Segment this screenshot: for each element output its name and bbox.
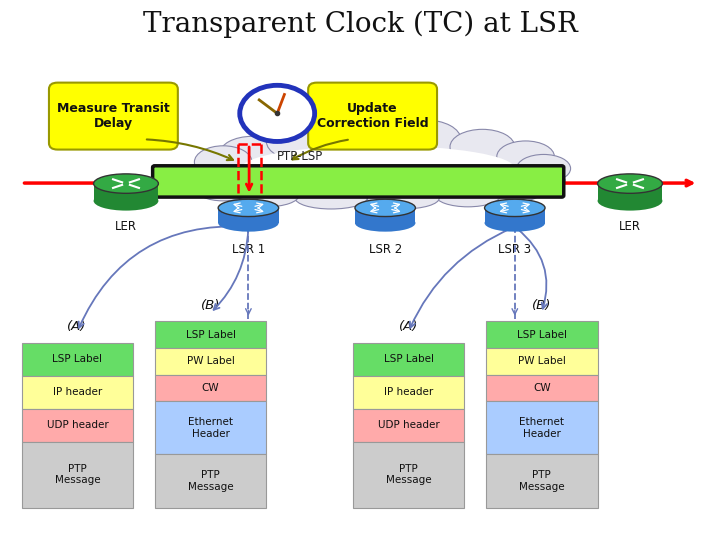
FancyBboxPatch shape [353, 376, 464, 409]
Ellipse shape [194, 146, 252, 178]
Ellipse shape [517, 154, 571, 183]
Ellipse shape [479, 178, 544, 202]
Text: LER: LER [115, 220, 137, 233]
Text: IP header: IP header [384, 387, 433, 397]
Text: PW Label: PW Label [518, 356, 566, 366]
Text: (A): (A) [68, 320, 86, 333]
FancyBboxPatch shape [22, 442, 133, 508]
Text: CW: CW [533, 383, 551, 393]
Text: PTP-LSP: PTP-LSP [277, 150, 323, 163]
Ellipse shape [218, 199, 279, 217]
Text: Ethernet
Header: Ethernet Header [188, 417, 233, 438]
FancyBboxPatch shape [353, 409, 464, 442]
FancyBboxPatch shape [155, 401, 266, 454]
Polygon shape [485, 208, 545, 223]
Ellipse shape [598, 174, 662, 193]
Ellipse shape [355, 199, 415, 217]
Ellipse shape [485, 214, 545, 232]
Ellipse shape [355, 214, 415, 232]
Ellipse shape [185, 160, 239, 191]
Text: PTP
Message: PTP Message [519, 470, 564, 492]
Ellipse shape [220, 137, 284, 172]
Ellipse shape [436, 184, 500, 207]
FancyBboxPatch shape [486, 321, 598, 348]
Text: (A): (A) [399, 320, 418, 333]
FancyBboxPatch shape [353, 442, 464, 508]
Text: Ethernet
Header: Ethernet Header [519, 417, 564, 438]
FancyBboxPatch shape [486, 454, 598, 508]
FancyBboxPatch shape [353, 343, 464, 376]
Ellipse shape [241, 145, 515, 192]
Text: PW Label: PW Label [186, 356, 235, 366]
Ellipse shape [450, 129, 515, 164]
Ellipse shape [367, 187, 439, 209]
Polygon shape [355, 208, 415, 223]
Ellipse shape [94, 191, 158, 211]
FancyBboxPatch shape [155, 454, 266, 508]
Polygon shape [218, 208, 279, 223]
Text: PTP
Message: PTP Message [188, 470, 233, 492]
FancyBboxPatch shape [308, 83, 437, 150]
Ellipse shape [508, 168, 565, 194]
Text: LSP Label: LSP Label [186, 329, 235, 340]
Circle shape [240, 85, 315, 141]
Text: CW: CW [202, 383, 220, 393]
Ellipse shape [598, 191, 662, 211]
Text: IP header: IP header [53, 387, 102, 397]
Polygon shape [598, 184, 662, 201]
Text: LSP Label: LSP Label [53, 354, 102, 364]
Text: PTP
Message: PTP Message [386, 464, 431, 485]
Text: LSR 3: LSR 3 [498, 243, 531, 256]
Ellipse shape [194, 175, 252, 201]
Text: Update
Correction Field: Update Correction Field [317, 102, 428, 130]
Ellipse shape [485, 199, 545, 217]
Text: LSP Label: LSP Label [384, 354, 433, 364]
FancyBboxPatch shape [486, 348, 598, 375]
Ellipse shape [320, 115, 400, 157]
Text: (B): (B) [201, 299, 220, 312]
FancyBboxPatch shape [22, 376, 133, 409]
Ellipse shape [218, 214, 279, 232]
FancyBboxPatch shape [486, 375, 598, 401]
Ellipse shape [497, 141, 554, 172]
FancyBboxPatch shape [155, 321, 266, 348]
FancyBboxPatch shape [49, 83, 178, 150]
Text: Measure Transit
Delay: Measure Transit Delay [57, 102, 170, 130]
Text: UDP header: UDP header [47, 420, 108, 430]
Text: UDP header: UDP header [378, 420, 439, 430]
Text: LSP Label: LSP Label [517, 329, 567, 340]
FancyBboxPatch shape [22, 343, 133, 376]
FancyBboxPatch shape [22, 409, 133, 442]
Ellipse shape [389, 120, 461, 159]
Text: (B): (B) [532, 299, 551, 312]
Text: PTP
Message: PTP Message [55, 464, 100, 485]
FancyBboxPatch shape [155, 348, 266, 375]
FancyBboxPatch shape [153, 166, 564, 197]
Text: LSR 2: LSR 2 [369, 243, 402, 256]
FancyBboxPatch shape [155, 375, 266, 401]
Text: Transparent Clock (TC) at LSR: Transparent Clock (TC) at LSR [143, 11, 577, 38]
Ellipse shape [94, 174, 158, 193]
Ellipse shape [266, 122, 338, 161]
Text: LER: LER [619, 220, 641, 233]
Ellipse shape [295, 187, 367, 209]
Polygon shape [94, 184, 158, 201]
FancyBboxPatch shape [486, 401, 598, 454]
Text: LSR 1: LSR 1 [232, 243, 265, 256]
Ellipse shape [234, 184, 299, 207]
